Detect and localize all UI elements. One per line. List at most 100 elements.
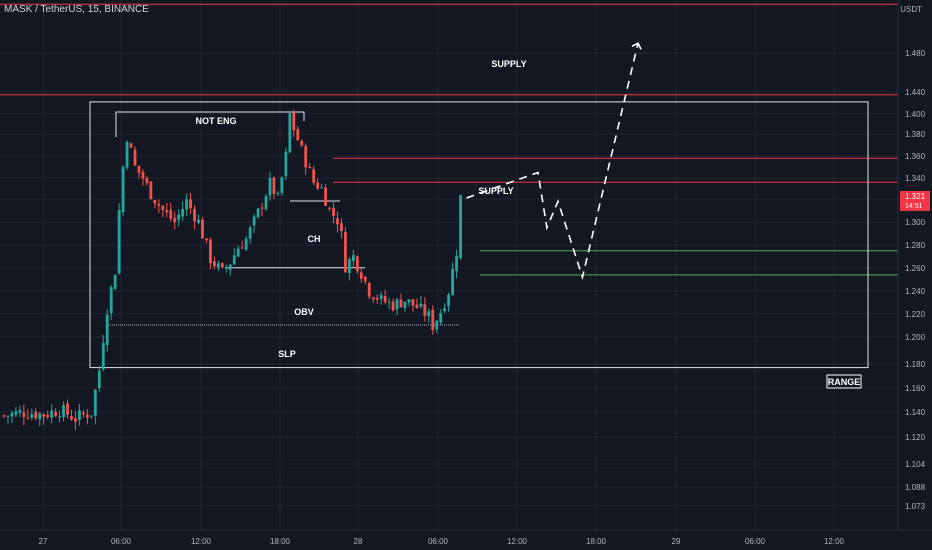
candle-body — [320, 187, 323, 189]
price-tick-label: 1.160 — [905, 384, 926, 393]
candle-body — [109, 287, 113, 314]
candle-body — [439, 313, 443, 323]
time-tick-label: 06:00 — [745, 537, 766, 546]
candle-body — [78, 410, 81, 420]
candle-body — [34, 411, 38, 419]
annotation-label-not-eng: NOT ENG — [195, 116, 236, 126]
candle-body — [173, 217, 177, 223]
candle-body — [367, 283, 371, 297]
candle-body — [431, 309, 435, 331]
candle-body — [58, 416, 61, 418]
grid — [0, 0, 898, 530]
price-tick-label: 1.340 — [905, 174, 926, 183]
candle-body — [101, 343, 105, 370]
candle-body — [209, 239, 212, 264]
price-tick-label: 1.280 — [905, 241, 926, 250]
time-tick-label: 29 — [672, 537, 681, 546]
candle-body — [292, 112, 296, 131]
candle-body — [165, 210, 169, 213]
price-tag-countdown: 14:51 — [905, 203, 923, 210]
candle-body — [248, 227, 252, 239]
candle-body — [379, 294, 383, 299]
price-axis[interactable]: 1.4801.4401.4001.3801.3601.3401.3201.300… — [897, 0, 930, 530]
candle-body — [419, 303, 423, 307]
candle-body — [197, 219, 200, 223]
annotation-label-obv: OBV — [294, 307, 314, 317]
candle-body — [54, 411, 58, 417]
price-tag-value: 1.321 — [905, 192, 926, 201]
candle-body — [157, 203, 161, 206]
time-tick-label: 12:00 — [507, 537, 528, 546]
candle-body — [423, 304, 427, 316]
candle-body — [304, 146, 308, 168]
candle-body — [451, 269, 455, 296]
candle-body — [240, 247, 244, 249]
candle-body — [66, 403, 69, 415]
candle-body — [149, 181, 153, 200]
candle-body — [18, 410, 22, 413]
candle-body — [121, 167, 125, 213]
candle-body — [70, 416, 73, 420]
candle-body — [10, 412, 14, 417]
price-tick-label: 1.120 — [905, 433, 926, 442]
candle-body — [177, 214, 181, 220]
drawing-tools — [89, 101, 869, 369]
candle-body — [324, 187, 327, 206]
candle-body — [443, 308, 447, 312]
candle-body — [137, 165, 141, 173]
candle-body — [169, 209, 173, 219]
candle-body — [145, 178, 149, 184]
candle-body — [252, 216, 256, 226]
time-axis[interactable]: 27 06:00 12:00 18:00 28 06:00 12:00 18:00 29 06:0… — [0, 529, 932, 546]
candle-body — [332, 208, 335, 217]
candle-body — [161, 205, 165, 211]
candle-body — [359, 272, 363, 279]
candle-body — [30, 414, 34, 418]
time-tick-label: 06:00 — [111, 537, 132, 546]
candle-body — [62, 405, 65, 418]
candle-body — [355, 256, 359, 272]
candle-body — [260, 207, 264, 209]
candle-body — [256, 208, 260, 218]
candle-body — [189, 199, 192, 209]
price-tick-label: 1.360 — [905, 152, 926, 161]
candle-body — [347, 259, 351, 273]
candle-body — [328, 207, 331, 209]
candle-body — [395, 299, 399, 310]
candle-body — [205, 238, 208, 241]
candle-body — [129, 143, 133, 148]
candle-body — [228, 264, 232, 270]
candle-body — [300, 140, 304, 146]
candle-series — [2, 109, 462, 431]
candle-body — [97, 370, 101, 388]
time-tick-label: 12:00 — [824, 537, 845, 546]
price-tick-label: 1.480 — [905, 49, 926, 58]
annotation-label-range: RANGE — [828, 377, 861, 387]
annotation-label-supply: SUPPLY — [478, 186, 513, 196]
not-eng-bracket — [115, 111, 305, 138]
candle-body — [344, 231, 347, 273]
candle-body — [391, 301, 395, 311]
candle-body — [6, 415, 10, 417]
axis-unit: USDT — [900, 5, 922, 14]
time-tick-label: 18:00 — [586, 537, 607, 546]
candle-body — [296, 129, 300, 141]
candle-body — [415, 304, 419, 309]
candle-body — [272, 177, 276, 194]
candle-body — [268, 177, 272, 196]
candle-body — [213, 261, 216, 267]
candle-body — [276, 193, 280, 195]
candle-body — [85, 414, 89, 418]
candle-body — [185, 199, 189, 210]
candle-body — [407, 299, 411, 303]
candle-body — [193, 208, 196, 222]
candle-body — [447, 294, 451, 307]
candle-body — [280, 177, 284, 193]
candle-body — [74, 418, 77, 422]
projection-dashed-line — [466, 43, 639, 281]
candle-body — [264, 196, 268, 210]
candle-body — [133, 149, 137, 166]
candle-body — [26, 417, 30, 419]
candle-body — [459, 194, 462, 259]
